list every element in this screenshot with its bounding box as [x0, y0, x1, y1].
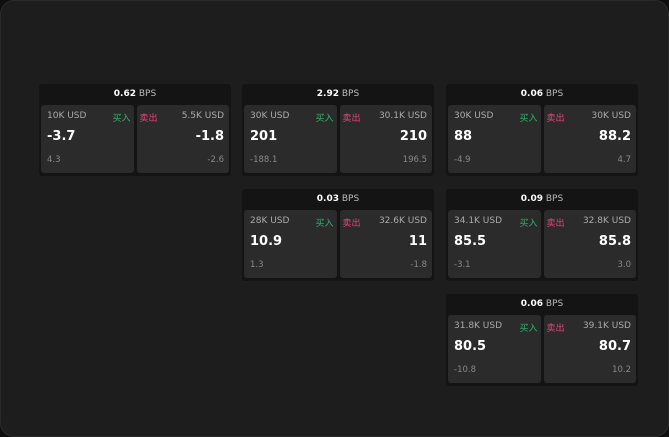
spread-header: 2.92 BPS [242, 84, 434, 105]
sell-change: 10.2 [612, 365, 631, 375]
price-tile: 0.03 BPS 28K USD 买入 10.9 1.3 卖出 32.6K US… [242, 189, 434, 281]
spread-header: 0.62 BPS [39, 84, 231, 105]
sell-change: -1.8 [410, 260, 427, 270]
spread-value: 0.06 [520, 89, 543, 99]
sell-size: 30K USD [591, 111, 631, 121]
buy-label: 买入 [519, 219, 538, 229]
sell-price: 88.2 [598, 129, 631, 144]
price-tile: 0.06 BPS 30K USD 买入 88 -4.9 卖出 30K USD 8… [446, 84, 638, 176]
sell-size: 30.1K USD [378, 111, 427, 121]
buy-price: -3.7 [47, 129, 76, 144]
spread-header: 0.03 BPS [242, 189, 434, 210]
spread-header: 0.09 BPS [446, 189, 638, 210]
sell-price: 80.7 [598, 339, 631, 354]
spread-header: 0.06 BPS [446, 84, 638, 105]
buy-button[interactable]: 34.1K USD 买入 85.5 -3.1 [448, 210, 541, 278]
spread-value: 0.09 [520, 194, 543, 204]
buy-size: 30K USD [250, 111, 290, 121]
buy-button[interactable]: 28K USD 买入 10.9 1.3 [244, 210, 337, 278]
buy-price: 85.5 [454, 234, 487, 249]
buy-change: -4.9 [454, 155, 471, 165]
sell-label: 卖出 [342, 219, 361, 229]
sell-change: 196.5 [402, 155, 427, 165]
buy-label: 买入 [315, 219, 334, 229]
buy-button[interactable]: 30K USD 买入 201 -188.1 [244, 105, 337, 173]
spread-value: 0.62 [113, 89, 136, 99]
sell-button[interactable]: 卖出 30.1K USD 210 196.5 [339, 105, 432, 173]
buy-size: 34.1K USD [454, 216, 503, 226]
sell-size: 32.6K USD [378, 216, 427, 226]
sell-button[interactable]: 卖出 32.8K USD 85.8 3.0 [543, 210, 636, 278]
buy-change: -188.1 [250, 155, 278, 165]
sell-price: 210 [399, 129, 427, 144]
buy-change: 4.3 [47, 155, 61, 165]
price-tile: 0.62 BPS 10K USD 买入 -3.7 4.3 卖出 5.5K USD… [39, 84, 231, 176]
sell-label: 卖出 [139, 114, 158, 124]
sell-label: 卖出 [546, 114, 565, 124]
sell-label: 卖出 [546, 219, 565, 229]
buy-label: 买入 [519, 114, 538, 124]
spread-unit: BPS [545, 299, 564, 309]
spread-value: 2.92 [316, 89, 339, 99]
price-tile: 2.92 BPS 30K USD 买入 201 -188.1 卖出 30.1K … [242, 84, 434, 176]
sell-change: 3.0 [617, 260, 631, 270]
sell-size: 39.1K USD [582, 321, 631, 331]
sell-button[interactable]: 卖出 5.5K USD -1.8 -2.6 [136, 105, 229, 173]
buy-change: -3.1 [454, 260, 471, 270]
buy-label: 买入 [112, 114, 131, 124]
buy-size: 10K USD [47, 111, 87, 121]
buy-button[interactable]: 31.8K USD 买入 80.5 -10.8 [448, 315, 541, 383]
buy-size: 31.8K USD [454, 321, 503, 331]
spread-unit: BPS [545, 89, 564, 99]
sell-label: 卖出 [342, 114, 361, 124]
sell-price: -1.8 [195, 129, 224, 144]
sell-button[interactable]: 卖出 39.1K USD 80.7 10.2 [543, 315, 636, 383]
buy-price: 10.9 [250, 234, 283, 249]
spread-value: 0.03 [316, 194, 339, 204]
buy-button[interactable]: 30K USD 买入 88 -4.9 [448, 105, 541, 173]
spread-header: 0.06 BPS [446, 294, 638, 315]
buy-price: 201 [250, 129, 278, 144]
buy-size: 30K USD [454, 111, 494, 121]
sell-size: 32.8K USD [582, 216, 631, 226]
sell-price: 85.8 [598, 234, 631, 249]
buy-change: -10.8 [454, 365, 476, 375]
buy-price: 80.5 [454, 339, 487, 354]
spread-unit: BPS [138, 89, 157, 99]
price-tile: 0.09 BPS 34.1K USD 买入 85.5 -3.1 卖出 32.8K… [446, 189, 638, 281]
buy-label: 买入 [315, 114, 334, 124]
price-tile: 0.06 BPS 31.8K USD 买入 80.5 -10.8 卖出 39.1… [446, 294, 638, 386]
sell-button[interactable]: 卖出 32.6K USD 11 -1.8 [339, 210, 432, 278]
sell-button[interactable]: 卖出 30K USD 88.2 4.7 [543, 105, 636, 173]
buy-button[interactable]: 10K USD 买入 -3.7 4.3 [41, 105, 134, 173]
spread-unit: BPS [545, 194, 564, 204]
sell-change: -2.6 [207, 155, 224, 165]
spread-unit: BPS [341, 194, 360, 204]
buy-price: 88 [454, 129, 473, 144]
sell-price: 11 [408, 234, 427, 249]
sell-label: 卖出 [546, 324, 565, 334]
sell-change: 4.7 [617, 155, 631, 165]
buy-change: 1.3 [250, 260, 264, 270]
buy-label: 买入 [519, 324, 538, 334]
sell-size: 5.5K USD [181, 111, 224, 121]
spread-value: 0.06 [520, 299, 543, 309]
spread-unit: BPS [341, 89, 360, 99]
buy-size: 28K USD [250, 216, 290, 226]
